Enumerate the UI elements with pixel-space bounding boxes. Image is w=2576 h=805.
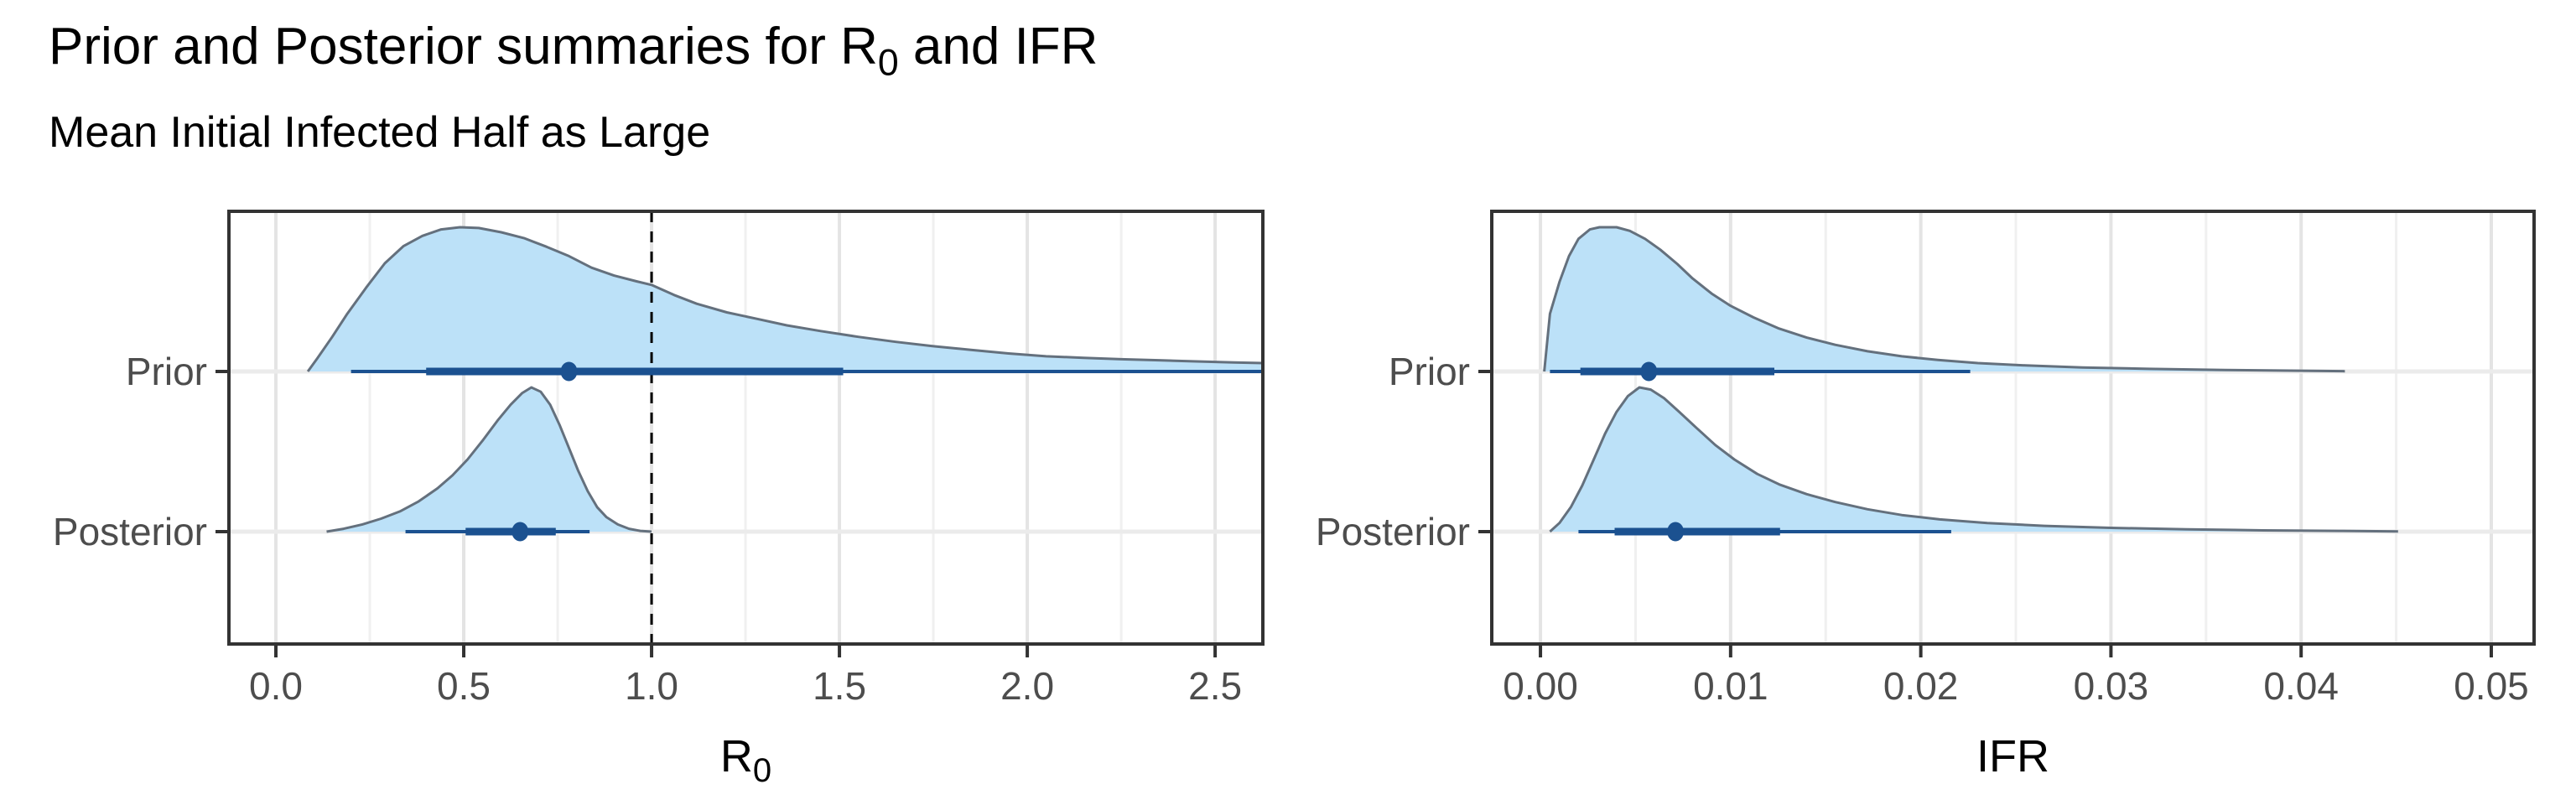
figure-subtitle: Mean Initial Infected Half as Large bbox=[49, 108, 711, 157]
x-tick-label: 0.04 bbox=[2263, 664, 2339, 708]
density-outline-posterior bbox=[1549, 386, 2398, 533]
x-tick-label: 0.5 bbox=[437, 664, 491, 708]
x-tick-label: 0.02 bbox=[1883, 664, 1959, 708]
density-fill-prior bbox=[308, 227, 1264, 371]
panel-border bbox=[227, 210, 1265, 646]
y-axis-label: Prior bbox=[1389, 350, 1470, 393]
x-tick-label: 0.05 bbox=[2454, 664, 2529, 708]
x-axis-title: IFR bbox=[1976, 731, 2049, 782]
y-axis-label: Prior bbox=[126, 350, 207, 393]
x-tick-label: 0.03 bbox=[2074, 664, 2149, 708]
panel-ifr: 0.00 0.01 0.02 0.03 0.04 0.05 Prior Posterior IF… bbox=[1316, 210, 2536, 782]
panel-r0: 0.0 0.5 1.0 1.5 2.0 2.5 Prior Posterior R0 bbox=[53, 210, 1265, 789]
point-estimate-prior bbox=[560, 361, 578, 382]
y-axis-label: Posterior bbox=[1316, 510, 1470, 553]
x-tick-label: 0.00 bbox=[1503, 664, 1578, 708]
x-axis-title: R0 bbox=[720, 731, 771, 789]
panel-border bbox=[1490, 210, 2536, 646]
density-outline-posterior bbox=[326, 386, 652, 533]
point-estimate-posterior bbox=[512, 522, 529, 542]
x-tick-label: 0.01 bbox=[1693, 664, 1768, 708]
x-tick-label: 1.5 bbox=[813, 664, 866, 708]
density-fill-posterior bbox=[1550, 387, 2398, 532]
x-tick-label: 0.0 bbox=[249, 664, 303, 708]
density-outline-prior bbox=[1543, 226, 2345, 373]
point-estimate-posterior bbox=[1667, 522, 1685, 542]
x-tick-label: 2.5 bbox=[1188, 664, 1242, 708]
title-subscript: 0 bbox=[877, 42, 899, 84]
density-outline-prior bbox=[306, 226, 1264, 372]
title-text-pre: Prior and Posterior summaries for R bbox=[49, 18, 878, 75]
y-axis-label: Posterior bbox=[53, 510, 207, 553]
density-fill-prior bbox=[1544, 227, 2345, 371]
figure-title: Prior and Posterior summaries for R0 and… bbox=[49, 17, 1098, 84]
point-estimate-prior bbox=[1640, 361, 1658, 382]
density-fill-posterior bbox=[326, 387, 652, 532]
x-tick-label: 2.0 bbox=[1000, 664, 1054, 708]
title-text-post: and IFR bbox=[898, 18, 1098, 75]
x-tick-label: 1.0 bbox=[625, 664, 678, 708]
